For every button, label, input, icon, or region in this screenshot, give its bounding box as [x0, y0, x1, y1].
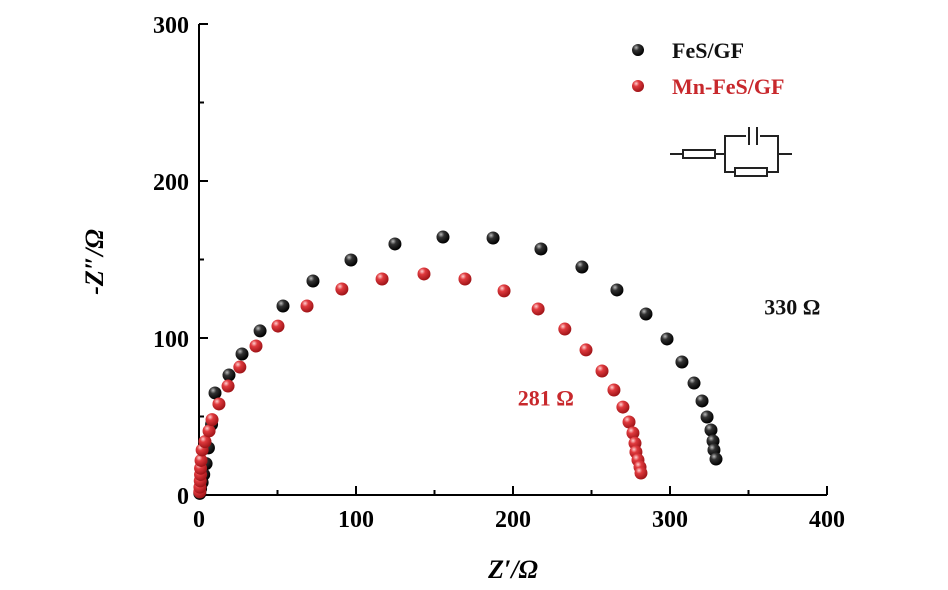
y-tick-label: 0: [177, 484, 189, 510]
data-point: [595, 364, 609, 378]
data-point: [675, 355, 689, 369]
x-tick-label: 200: [495, 507, 531, 533]
data-point: [253, 324, 267, 338]
data-point: [388, 237, 402, 251]
data-point: [531, 302, 545, 316]
data-point: [249, 339, 263, 353]
legend-marker-fes: [632, 44, 644, 56]
data-point: [198, 435, 212, 449]
resistance-annotation: 281 Ω: [518, 386, 574, 411]
resistor-rct: [734, 167, 768, 177]
data-point: [695, 394, 709, 408]
data-point: [306, 274, 320, 288]
data-point: [709, 452, 723, 466]
data-point: [375, 272, 389, 286]
legend-label-mnfes: Mn-FeS/GF: [672, 74, 784, 99]
data-point: [579, 343, 593, 357]
x-tick-label: 0: [193, 507, 205, 533]
data-point: [558, 322, 572, 336]
data-point: [704, 423, 718, 437]
data-point: [458, 272, 472, 286]
y-tick-label: 300: [153, 13, 189, 39]
data-points: [193, 230, 723, 500]
data-point: [660, 332, 674, 346]
data-point: [344, 253, 358, 267]
y-axis-label: -Z″/Ω: [80, 229, 109, 295]
x-tick-label: 300: [652, 507, 688, 533]
data-point: [202, 424, 216, 438]
equivalent-circuit-inset: [670, 127, 792, 177]
data-point: [634, 466, 648, 480]
resistance-annotation: 330 Ω: [764, 294, 820, 319]
resistor-rs: [682, 149, 716, 159]
data-point: [616, 400, 630, 414]
data-point: [205, 413, 219, 427]
data-point: [417, 267, 431, 281]
data-point: [300, 299, 314, 313]
data-point: [222, 368, 236, 382]
axes: 0 100 200 300 400 0 100 200 300: [153, 13, 845, 533]
x-axis-label: Z′/Ω: [487, 555, 538, 584]
data-point: [486, 231, 500, 245]
data-point: [271, 319, 285, 333]
data-point: [534, 242, 548, 256]
data-point: [639, 307, 653, 321]
data-point: [233, 360, 247, 374]
data-point: [700, 410, 714, 424]
data-point: [610, 283, 624, 297]
data-point: [208, 386, 222, 400]
data-point: [436, 230, 450, 244]
data-point: [607, 383, 621, 397]
data-point: [235, 347, 249, 361]
x-tick-label: 400: [809, 507, 845, 533]
data-point: [212, 397, 226, 411]
data-point: [335, 282, 349, 296]
y-tick-label: 100: [153, 327, 189, 353]
x-tick-label: 100: [338, 507, 374, 533]
y-tick-label: 200: [153, 170, 189, 196]
data-point: [276, 299, 290, 313]
legend-marker-mnfes: [632, 80, 644, 92]
data-point: [194, 453, 208, 467]
data-point: [497, 284, 511, 298]
data-point: [622, 415, 636, 429]
data-point: [221, 379, 235, 393]
data-point: [687, 376, 701, 390]
series-mn-fes-gf: [193, 267, 648, 499]
legend-label-fes: FeS/GF: [672, 38, 744, 63]
data-point: [626, 426, 640, 440]
legend: FeS/GF Mn-FeS/GF: [632, 38, 784, 99]
data-point: [575, 260, 589, 274]
